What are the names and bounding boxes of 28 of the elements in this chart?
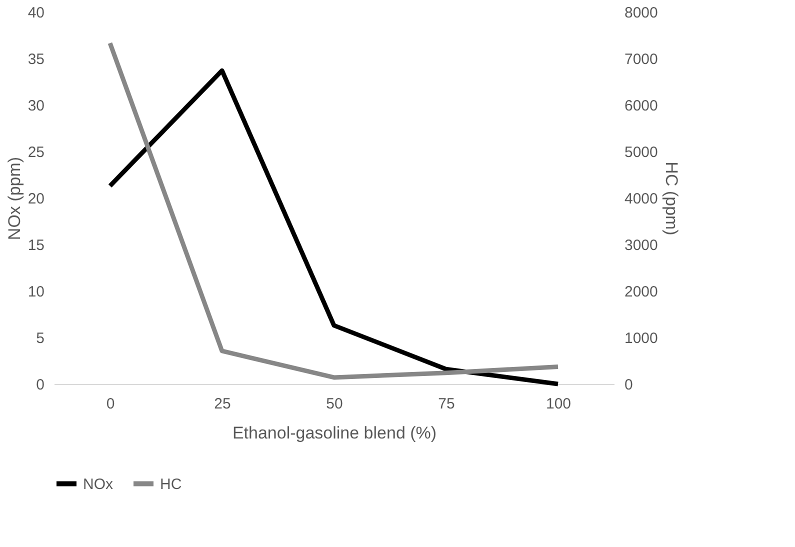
y-tick-label: 15	[28, 237, 44, 254]
legend-label: HC	[160, 476, 182, 493]
x-tick-label: 100	[546, 396, 572, 412]
y2-tick-label: 2000	[624, 284, 658, 300]
y2-tick-label: 1000	[624, 330, 658, 347]
y-tick-label: 0	[36, 376, 44, 394]
y2-tick-label: 8000	[624, 4, 658, 22]
y2-tick-label: 0	[624, 376, 633, 394]
legend-label: NOx	[83, 476, 114, 493]
y-tick-label: 5	[36, 330, 44, 347]
x-tick-label: 0	[106, 396, 115, 412]
y-tick-label: 30	[28, 98, 44, 114]
y-axis-title: NOx (ppm)	[4, 156, 24, 240]
y2-tick-label: 7000	[624, 51, 658, 68]
y2-tick-label: 6000	[624, 98, 658, 114]
y-tick-label: 25	[28, 144, 44, 161]
y-tick-label: 35	[28, 51, 44, 68]
y2-axis-title: HC (ppm)	[662, 162, 681, 236]
x-tick-label: 75	[438, 396, 455, 412]
x-tick-label: 25	[214, 396, 231, 412]
x-tick-label: 50	[326, 396, 343, 412]
y-tick-label: 10	[28, 284, 44, 300]
y2-tick-label: 4000	[624, 190, 658, 208]
y-tick-label: 20	[28, 190, 44, 208]
y-tick-label: 40	[28, 4, 44, 22]
y2-tick-label: 3000	[624, 237, 658, 254]
x-axis-title: Ethanol-gasoline blend (%)	[232, 424, 437, 442]
y2-tick-label: 5000	[624, 144, 658, 161]
